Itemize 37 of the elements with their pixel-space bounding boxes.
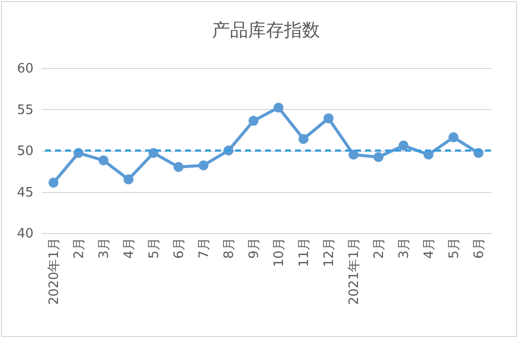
point: [298, 134, 308, 144]
x-tick-label: 4月: [122, 238, 137, 259]
x-tick-label: 5月: [447, 238, 462, 259]
x-tick-label: 7月: [197, 238, 212, 259]
x-tick-label: 2021年1月: [347, 238, 362, 305]
y-tick-label: 60: [16, 62, 34, 76]
x-tick-label: 5月: [147, 238, 162, 259]
point: [348, 150, 358, 160]
point: [98, 155, 108, 166]
x-tick-label: 2月: [372, 238, 387, 259]
y-tick-label: 50: [16, 144, 34, 159]
y-tick-label: 45: [16, 185, 34, 200]
x-tick-label: 4月: [422, 238, 437, 259]
x-tick-label: 9月: [247, 238, 262, 259]
x-tick-label: 10月: [272, 238, 287, 268]
x-tick-label: 2月: [72, 238, 87, 259]
y-tick-label: 55: [16, 102, 34, 118]
chart-title: 产品库存指数: [212, 20, 320, 41]
x-tick-label: 12月: [322, 238, 337, 268]
point: [198, 160, 208, 170]
x-tick-label: 6月: [172, 238, 187, 259]
point: [274, 102, 284, 113]
point: [48, 178, 58, 188]
y-tick-label: 40: [16, 226, 34, 242]
point: [374, 152, 384, 162]
point: [174, 162, 184, 172]
x-tick-label: 3月: [97, 238, 112, 259]
x-tick-label: 8月: [222, 238, 237, 259]
point: [248, 116, 258, 126]
point: [124, 174, 134, 184]
x-tick-label: 11月: [297, 238, 312, 268]
x-tick-label: 3月: [397, 238, 412, 259]
x-tick-label: 2020年1月: [47, 238, 62, 305]
point: [448, 132, 458, 142]
point: [398, 140, 408, 151]
point: [324, 113, 334, 124]
x-tick-label: 6月: [472, 238, 487, 259]
